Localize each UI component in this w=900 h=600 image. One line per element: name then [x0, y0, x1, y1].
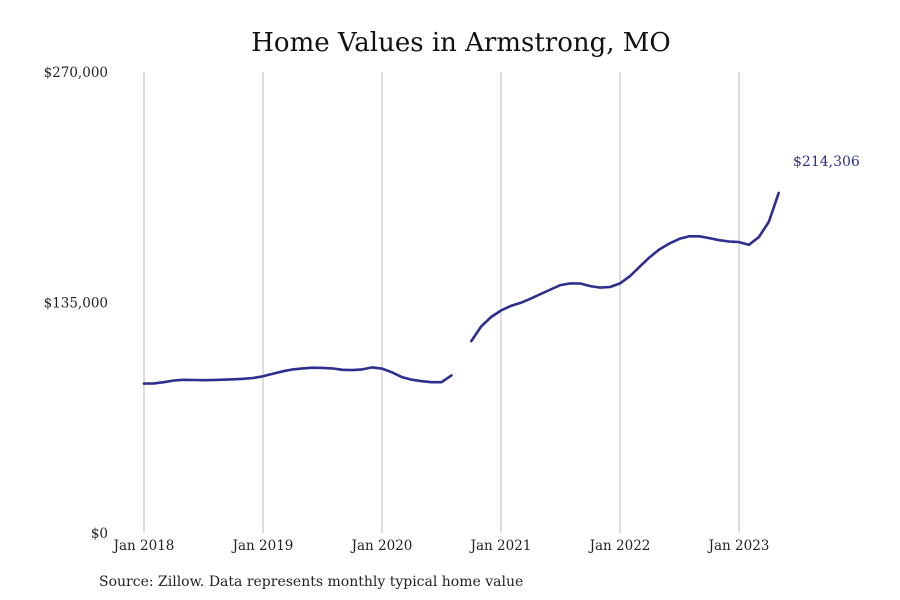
series-line-segment-1 — [469, 191, 781, 343]
end-value-label: $214,306 — [793, 154, 860, 170]
y-tick-label: $0 — [91, 526, 108, 542]
y-axis: $0 $135,000 $270,000 — [44, 65, 108, 542]
x-tick-label: Jan 2023 — [707, 538, 770, 554]
chart-title: Home Values in Armstrong, MO — [251, 28, 671, 58]
series-line-segment-0 — [142, 366, 453, 385]
x-tick-label: Jan 2019 — [231, 538, 294, 554]
x-tick-label: Jan 2022 — [588, 538, 651, 554]
gridlines — [143, 72, 740, 533]
source-note: Source: Zillow. Data represents monthly … — [99, 574, 523, 590]
x-tick-label: Jan 2020 — [350, 538, 413, 554]
x-axis: Jan 2018 Jan 2019 Jan 2020 Jan 2021 Jan 2022… — [112, 538, 770, 554]
x-tick-label: Jan 2018 — [112, 538, 175, 554]
y-tick-label: $135,000 — [44, 296, 108, 312]
series-home-values — [142, 191, 781, 385]
y-tick-label: $270,000 — [44, 65, 108, 81]
x-tick-label: Jan 2021 — [469, 538, 532, 554]
